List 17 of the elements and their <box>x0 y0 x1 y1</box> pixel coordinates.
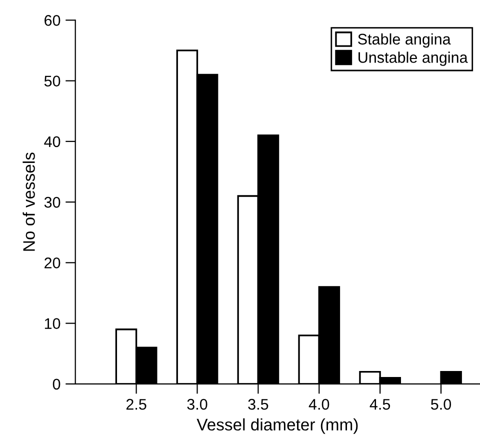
y-tick-label: 50 <box>44 76 60 86</box>
x-tick-label: 3.0 <box>187 398 208 410</box>
x-tick-label: 4.0 <box>308 398 330 410</box>
legend-label: Stable angina <box>358 33 451 48</box>
y-tick-label: 40 <box>44 136 60 148</box>
x-tick-label: 4.5 <box>370 399 390 410</box>
x-tick-label: 5.0 <box>430 398 452 410</box>
legend-label: Unstable angina <box>358 52 468 66</box>
x-tick-label: 2.5 <box>126 398 146 410</box>
y-axis-title: No of vessels <box>22 152 35 251</box>
y-tick-label: 60 <box>44 15 60 26</box>
x-axis-title: Vessel diameter (mm) <box>196 418 358 434</box>
x-tick-label: 3.5 <box>248 398 268 410</box>
y-tick-label: 0 <box>52 378 60 390</box>
y-tick-label: 10 <box>44 318 60 329</box>
y-tick-label: 30 <box>44 196 60 208</box>
y-tick-label: 20 <box>44 258 60 268</box>
